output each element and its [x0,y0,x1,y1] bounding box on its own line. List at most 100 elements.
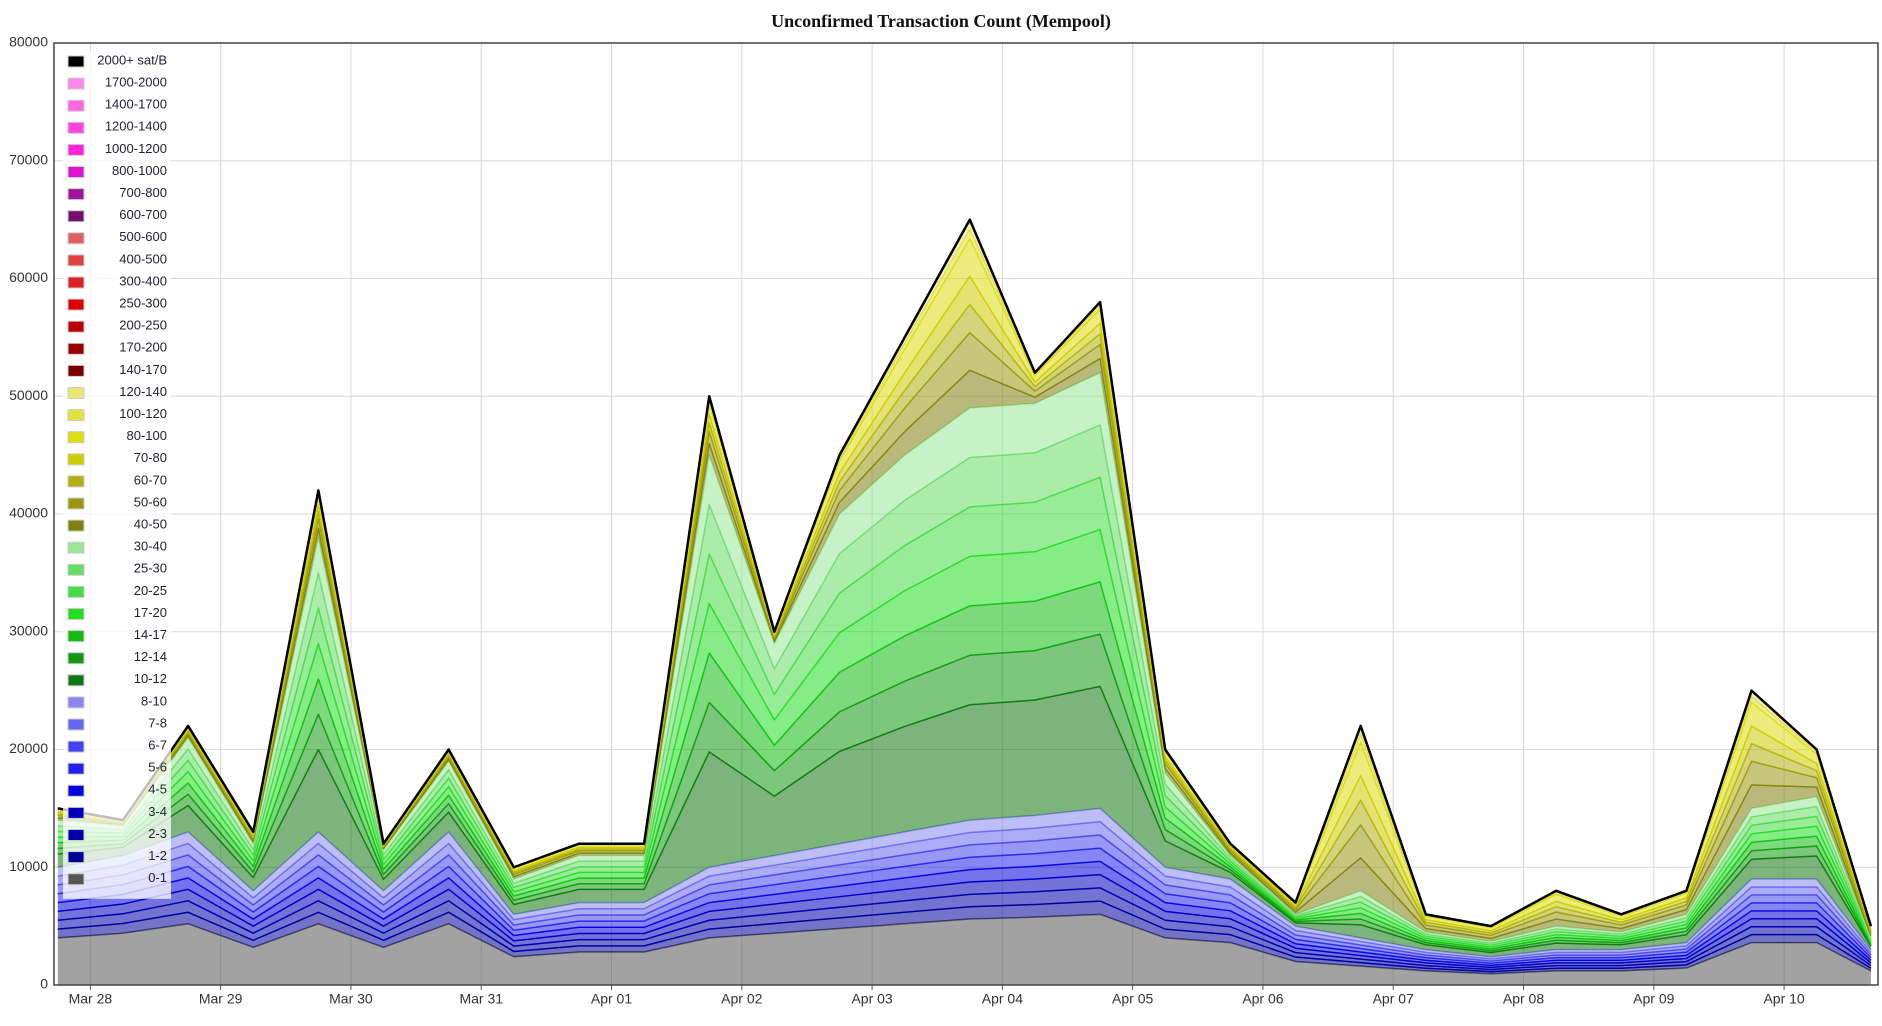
legend-label: 1700-2000 [105,75,167,90]
y-tick-label: 50000 [9,387,48,403]
legend-swatch [67,873,85,886]
legend-label: 120-140 [119,384,167,399]
axes: 0 10000 20000 30000 40000 50000 60000 70000 8000… [9,34,1879,1007]
y-tick-label: 10000 [9,858,48,874]
legend-label: 1400-1700 [105,97,167,112]
legend-swatch [67,519,85,532]
area [57,914,1871,985]
legend-label: 200-250 [119,318,167,333]
legend-swatch [67,55,85,68]
legend-label: 20-25 [134,583,167,598]
legend-label: 4-5 [148,782,167,797]
legend: 2000+ sat/B 1700-2000 1400-1700 1200-1400 10… [63,51,171,899]
legend-swatch [67,541,85,554]
areas [57,218,1873,985]
legend-label: 5-6 [148,760,167,775]
legend-label: 10-12 [134,671,167,686]
legend-label: 100-120 [119,406,167,421]
legend-label: 800-1000 [112,163,167,178]
legend-label: 1-2 [148,848,167,863]
legend-swatch [67,387,85,399]
legend-label: 600-700 [119,207,167,222]
legend-swatch [67,254,85,267]
x-tick-label: Apr 06 [1242,991,1283,1007]
legend-label: 300-400 [119,273,167,288]
legend-swatch [67,652,85,665]
legend-label: 700-800 [119,185,167,200]
y-tick-label: 0 [40,976,48,992]
legend-label: 1000-1200 [105,141,167,156]
legend-label: 2-3 [148,826,167,841]
legend-swatch [67,696,85,709]
legend-swatch [67,475,85,488]
legend-label: 40-50 [134,517,167,532]
legend-swatch [67,740,85,753]
legend-label: 6-7 [148,738,167,753]
legend-label: 70-80 [134,450,167,465]
legend-swatch [67,143,85,156]
legend-swatch [67,342,85,355]
legend-swatch [67,718,85,731]
area-edge [57,218,1873,928]
legend-label: 2000+ sat/B [97,52,167,67]
legend-swatch [67,563,85,576]
legend-swatch [67,829,85,841]
x-tick-label: Apr 01 [591,991,632,1007]
legend-label: 30-40 [134,539,167,554]
legend-label: 500-600 [119,229,167,244]
chart-title: Unconfirmed Transaction Count (Mempool) [771,11,1111,32]
area [57,874,1871,970]
y-tick-label: 40000 [9,505,48,521]
x-tick-label: Apr 05 [1112,991,1153,1007]
legend-swatch [67,431,85,444]
area [57,634,1871,953]
legend-swatch [67,497,85,510]
area [57,887,1871,972]
area-edge [57,873,1872,969]
legend-label: 80-100 [127,428,167,443]
area [57,686,1871,957]
area [57,901,1871,974]
x-tick-label: Apr 02 [721,991,762,1007]
area [57,861,1871,968]
y-tick-label: 80000 [9,34,48,50]
legend-swatch [67,630,85,643]
legend-label: 140-170 [119,362,167,377]
legend-label: 250-300 [119,296,167,311]
x-tick-label: Apr 03 [851,991,892,1007]
legend-label: 14-17 [134,627,167,642]
legend-swatch [67,851,85,864]
legend-swatch [67,806,85,819]
x-tick-label: Mar 29 [199,991,243,1007]
y-tick-label: 60000 [9,269,48,285]
legend-label: 17-20 [134,605,167,620]
legend-label: 3-4 [148,804,167,819]
legend-swatch [67,585,85,598]
legend-swatch [67,762,85,775]
legend-swatch [67,276,85,289]
legend-swatch [67,674,85,687]
x-tick-label: Mar 31 [459,991,503,1007]
legend-label: 0-1 [148,870,167,885]
legend-label: 8-10 [141,693,167,708]
legend-swatch [67,320,85,333]
legend-swatch [67,121,85,134]
legend-label: 1200-1400 [105,119,167,134]
legend-label: 60-70 [134,472,167,487]
area-edge [57,834,1872,962]
legend-swatch [67,784,85,797]
legend-label: 400-500 [119,251,167,266]
x-tick-label: Apr 08 [1503,991,1544,1007]
legend-label: 25-30 [134,561,167,576]
x-tick-label: Mar 30 [329,991,373,1007]
y-tick-label: 70000 [9,151,48,167]
x-tick-label: Apr 04 [982,991,1023,1007]
plot-frame [53,42,1879,986]
legend-swatch [67,232,85,245]
legend-swatch [67,608,85,620]
area [57,581,1871,951]
x-tick-label: Mar 28 [69,991,113,1007]
legend-swatch [67,364,85,377]
x-tick-label: Apr 07 [1373,991,1414,1007]
legend-swatch [67,409,85,422]
